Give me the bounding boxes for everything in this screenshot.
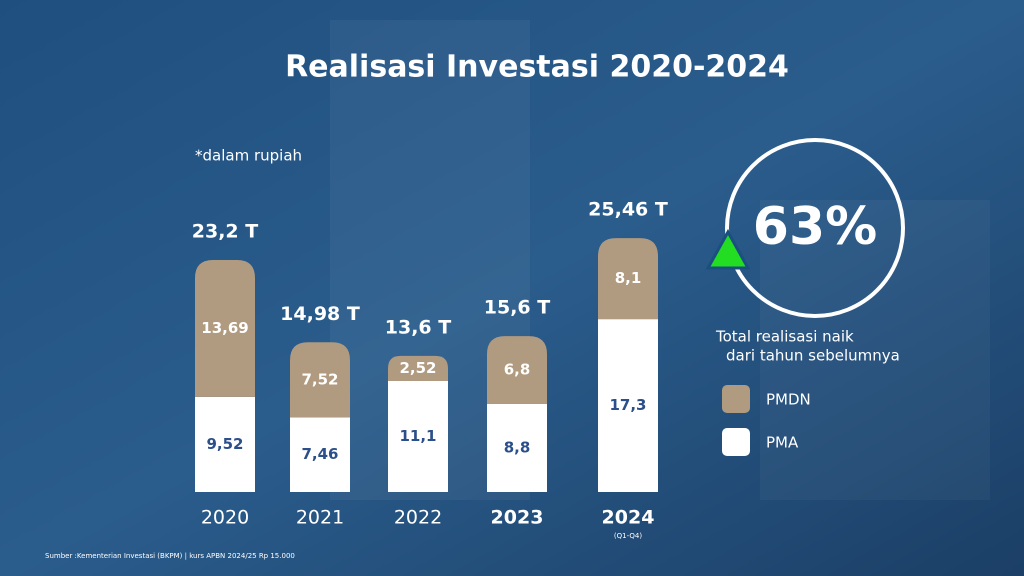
chart-title: Realisasi Investasi 2020-2024 bbox=[285, 50, 789, 85]
value-label: 9,52 bbox=[206, 435, 243, 453]
legend-label: PMDN bbox=[766, 391, 811, 409]
source: Sumber :Kementerian Investasi (BKPM) | k… bbox=[45, 552, 295, 560]
highlight-ring bbox=[725, 138, 905, 318]
value-label: 7,46 bbox=[301, 445, 338, 463]
x-tick-sublabel: (Q1-Q4) bbox=[614, 532, 642, 540]
x-tick-label: 2020 bbox=[201, 507, 249, 529]
highlight-value: 63% bbox=[753, 197, 877, 257]
legend-swatch bbox=[722, 428, 750, 456]
bar-segment bbox=[290, 417, 350, 492]
total-label: 23,2 T bbox=[192, 221, 258, 243]
highlight-caption: dari tahun sebelumnya bbox=[726, 347, 900, 365]
value-label: 2,52 bbox=[399, 359, 436, 377]
legend-label: PMA bbox=[766, 434, 799, 452]
legend-swatch bbox=[722, 385, 750, 413]
bar-segment bbox=[195, 396, 255, 492]
bar-segment bbox=[598, 238, 658, 320]
total-label: 14,98 T bbox=[280, 303, 360, 325]
bar-segment bbox=[487, 404, 547, 492]
bar-segment bbox=[195, 260, 255, 397]
total-label: 13,6 T bbox=[385, 316, 451, 338]
value-label: 6,8 bbox=[504, 361, 531, 379]
value-label: 7,52 bbox=[301, 370, 338, 388]
x-tick-label: 2023 bbox=[491, 507, 544, 529]
highlight-caption: Total realisasi naik bbox=[715, 328, 854, 346]
note: *dalam rupiah bbox=[195, 147, 302, 165]
x-tick-label: 2021 bbox=[296, 507, 344, 529]
value-label: 8,1 bbox=[615, 269, 642, 287]
total-label: 15,6 T bbox=[484, 297, 550, 319]
total-label: 25,46 T bbox=[588, 199, 668, 221]
x-tick-label: 2024 bbox=[602, 507, 655, 529]
bar-segment bbox=[388, 381, 448, 492]
bar-segment bbox=[290, 342, 350, 418]
x-tick-label: 2022 bbox=[394, 507, 442, 529]
bar-segment bbox=[388, 355, 448, 382]
value-label: 17,3 bbox=[609, 396, 646, 414]
value-label: 8,8 bbox=[504, 439, 531, 457]
value-label: 11,1 bbox=[399, 427, 436, 445]
background-building bbox=[760, 200, 990, 500]
value-label: 13,69 bbox=[201, 319, 248, 337]
up-arrow bbox=[705, 228, 751, 270]
bar-segment bbox=[598, 319, 658, 492]
bar-segment bbox=[487, 336, 547, 405]
